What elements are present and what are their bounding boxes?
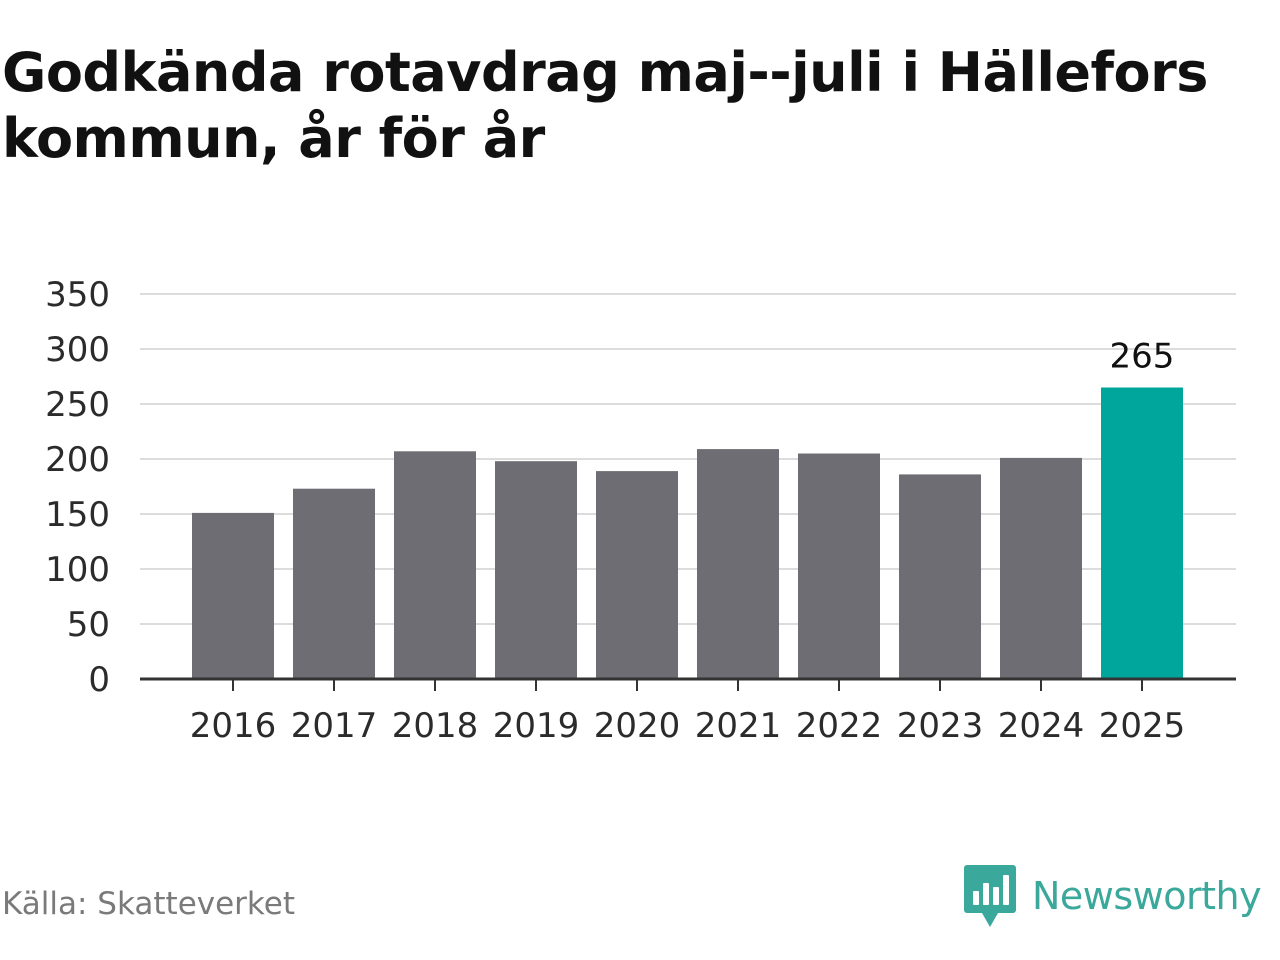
- data-labels: 265: [1110, 337, 1175, 377]
- y-tick-label: 250: [45, 385, 110, 425]
- y-tick-label: 50: [67, 605, 110, 645]
- x-tick-label: 2024: [998, 706, 1085, 746]
- x-tick-label: 2018: [392, 706, 479, 746]
- x-tick-label: 2019: [493, 706, 580, 746]
- source-note: Källa: Skatteverket: [2, 886, 296, 922]
- x-tick-label: 2016: [190, 706, 277, 746]
- bars: [192, 387, 1183, 679]
- bar-2023: [899, 474, 981, 679]
- brand: Newsworthy: [964, 864, 1262, 928]
- bar-2025: [1101, 387, 1183, 679]
- y-tick-label: 300: [45, 330, 110, 370]
- bar-2019: [495, 461, 577, 679]
- bar-2016: [192, 512, 274, 679]
- x-tick-label: 2017: [291, 706, 378, 746]
- bar-2017: [293, 488, 375, 679]
- x-tick-label: 2025: [1099, 706, 1186, 746]
- x-axis-ticks: 2016 2017 2018 2019 2020 2021 2022 2023 2024 2025: [140, 677, 1236, 746]
- chart-title: Godkända rotavdrag maj--juli i Hällefors…: [2, 41, 1208, 170]
- bar-2022: [798, 453, 880, 679]
- y-tick-label: 150: [45, 495, 110, 535]
- y-tick-label: 350: [45, 275, 110, 315]
- bar-2018: [394, 451, 476, 679]
- x-tick-label: 2023: [897, 706, 984, 746]
- x-tick-label: 2020: [594, 706, 681, 746]
- bar-2020: [596, 471, 678, 679]
- y-tick-label: 0: [88, 660, 110, 700]
- x-tick-label: 2021: [695, 706, 782, 746]
- y-axis-ticks: 0 50 100 150 200 250 300 350: [45, 275, 110, 700]
- y-tick-label: 200: [45, 440, 110, 480]
- y-tick-label: 100: [45, 550, 110, 590]
- bar-2024: [1000, 457, 1082, 679]
- brand-name: Newsworthy: [1032, 874, 1262, 918]
- bar-2021: [697, 449, 779, 679]
- data-label-2025: 265: [1110, 337, 1175, 377]
- newsworthy-logo-icon: [964, 865, 1016, 927]
- x-tick-label: 2022: [796, 706, 883, 746]
